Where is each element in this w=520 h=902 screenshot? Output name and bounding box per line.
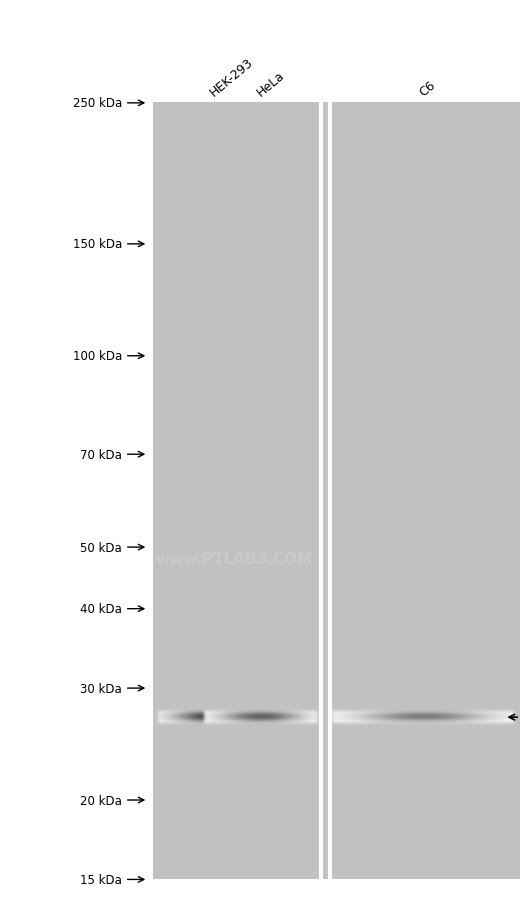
Bar [153, 104, 321, 879]
Text: C6: C6 [417, 78, 438, 99]
Text: 70 kDa: 70 kDa [80, 448, 122, 461]
Text: 150 kDa: 150 kDa [73, 238, 122, 251]
Text: 15 kDa: 15 kDa [80, 873, 122, 886]
Text: 20 kDa: 20 kDa [80, 794, 122, 806]
Text: 40 kDa: 40 kDa [80, 603, 122, 615]
Text: 30 kDa: 30 kDa [81, 682, 122, 695]
Bar [330, 104, 520, 879]
Text: 100 kDa: 100 kDa [73, 350, 122, 363]
Text: 250 kDa: 250 kDa [73, 97, 122, 110]
Text: 50 kDa: 50 kDa [81, 541, 122, 554]
Text: HeLa: HeLa [255, 69, 288, 99]
Text: www.PTLAB3.COM: www.PTLAB3.COM [155, 552, 313, 566]
Text: HEK-293: HEK-293 [207, 56, 256, 99]
